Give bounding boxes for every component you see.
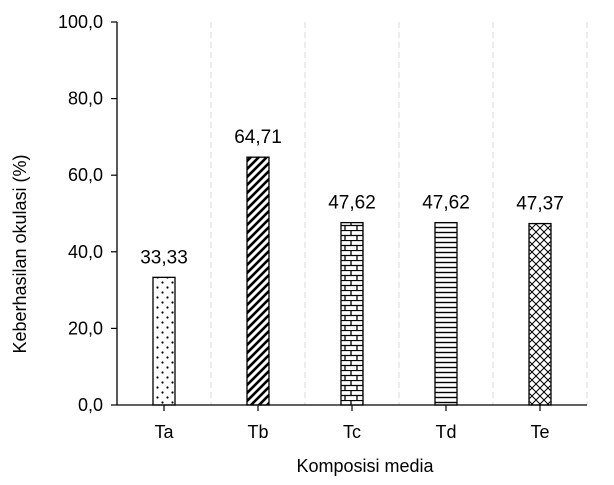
data-label: 64,71 [234,127,282,148]
x-axis-title: Komposisi media [296,456,434,476]
data-label: 47,62 [422,193,470,214]
bar-te [528,222,552,406]
y-tick-label: 0,0 [78,395,103,415]
axes [111,21,587,411]
gridlines [210,22,588,405]
y-tick-label: 40,0 [68,242,103,262]
x-tick-label: Tb [247,422,268,442]
x-tick-label: Ta [154,422,174,442]
x-tick-label: Td [435,422,456,442]
labels: 33,33 Ta 64,71 Tb 47,62 Tc 47,62 Td 47,37 Te 0,0 20… [58,12,564,442]
data-label: 33,33 [140,247,188,268]
x-tick-label: Te [530,422,549,442]
y-tick-label: 100,0 [58,12,103,32]
bar-tc [340,221,364,406]
data-label: 47,62 [328,193,376,214]
y-tick-label: 80,0 [68,89,103,109]
y-tick-label: 20,0 [68,318,103,338]
x-tick-label: Tc [343,422,361,442]
bar-ta [152,276,176,406]
bar-td [434,221,458,406]
y-tick-label: 60,0 [68,165,103,185]
y-axis-title: Keberhasilan okulasi (%) [10,154,30,353]
data-label: 47,37 [516,194,564,215]
bars [152,156,552,406]
bar-tb [246,156,270,406]
